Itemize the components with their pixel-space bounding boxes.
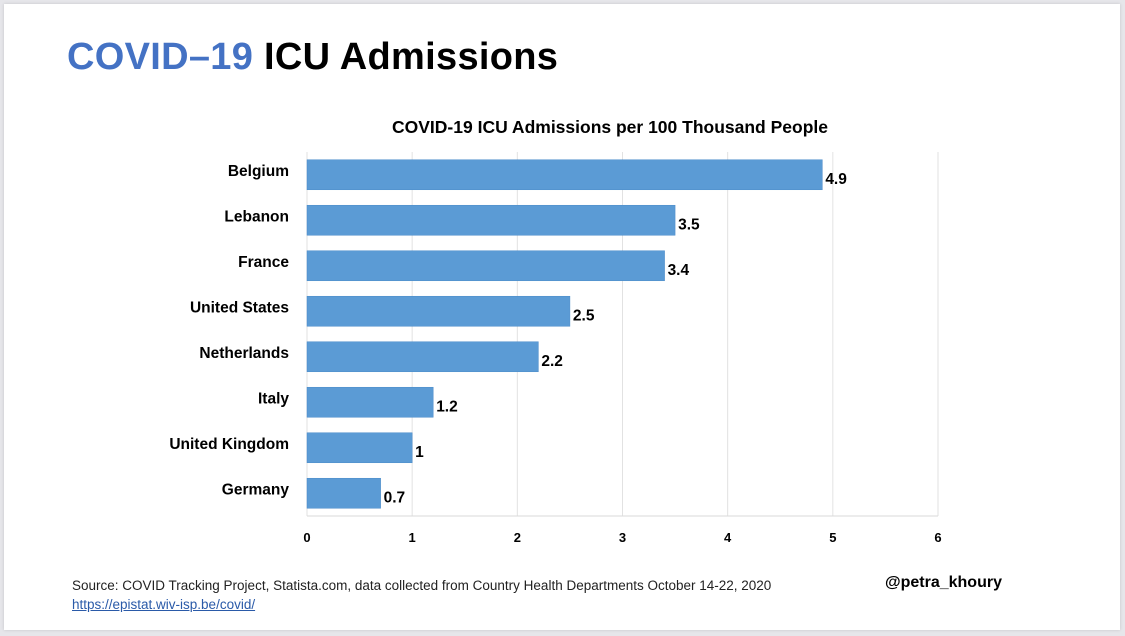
value-label: 4.9 (825, 171, 847, 188)
bar (306, 341, 539, 373)
value-label: 0.7 (384, 489, 406, 506)
value-label: 3.4 (668, 262, 690, 279)
category-label: United Kingdom (169, 436, 289, 453)
category-label: Belgium (228, 163, 289, 180)
category-labels: Belgium Lebanon France United States Netherl… (169, 163, 289, 499)
source-note: Source: COVID Tracking Project, Statista… (72, 576, 771, 614)
bar (306, 159, 823, 191)
bar (306, 250, 665, 282)
category-label: Italy (258, 390, 289, 407)
slide-title: COVID–19 ICU Admissions (67, 36, 558, 79)
x-tick-label: 2 (514, 530, 521, 545)
value-label: 1 (415, 444, 424, 461)
x-tick-label: 1 (409, 530, 416, 545)
value-label: 3.5 (678, 216, 700, 233)
bar (306, 295, 571, 327)
bar (306, 432, 413, 464)
author-handle: @petra_khoury (885, 574, 1002, 591)
x-axis-ticks: 0 1 2 3 4 5 6 (303, 530, 941, 545)
source-text: Source: COVID Tracking Project, Statista… (72, 578, 772, 593)
slide-title-rest: ICU Admissions (264, 36, 559, 78)
value-labels: 4.9 3.5 3.4 2.5 2.2 1.2 1 0.7 (384, 171, 848, 507)
value-label: 2.5 (573, 307, 595, 324)
value-label: 2.2 (541, 353, 563, 370)
value-label: 1.2 (436, 398, 458, 415)
x-tick-label: 3 (619, 530, 626, 545)
category-label: United States (190, 299, 289, 316)
category-label: Germany (222, 481, 290, 498)
slide-title-accent: COVID–19 (67, 36, 254, 78)
bar (306, 386, 434, 418)
bars (306, 159, 823, 509)
x-tick-label: 4 (724, 530, 732, 545)
x-tick-label: 0 (303, 530, 310, 545)
chart-title: COVID-19 ICU Admissions per 100 Thousand… (392, 117, 828, 137)
x-tick-label: 6 (934, 530, 941, 545)
category-label: Netherlands (199, 345, 289, 362)
bar (306, 204, 676, 236)
source-link[interactable]: https://epistat.wiv-isp.be/covid/ (72, 597, 256, 612)
bar (306, 477, 381, 509)
x-tick-label: 5 (829, 530, 836, 545)
category-label: Lebanon (224, 208, 289, 225)
category-label: France (238, 254, 289, 271)
